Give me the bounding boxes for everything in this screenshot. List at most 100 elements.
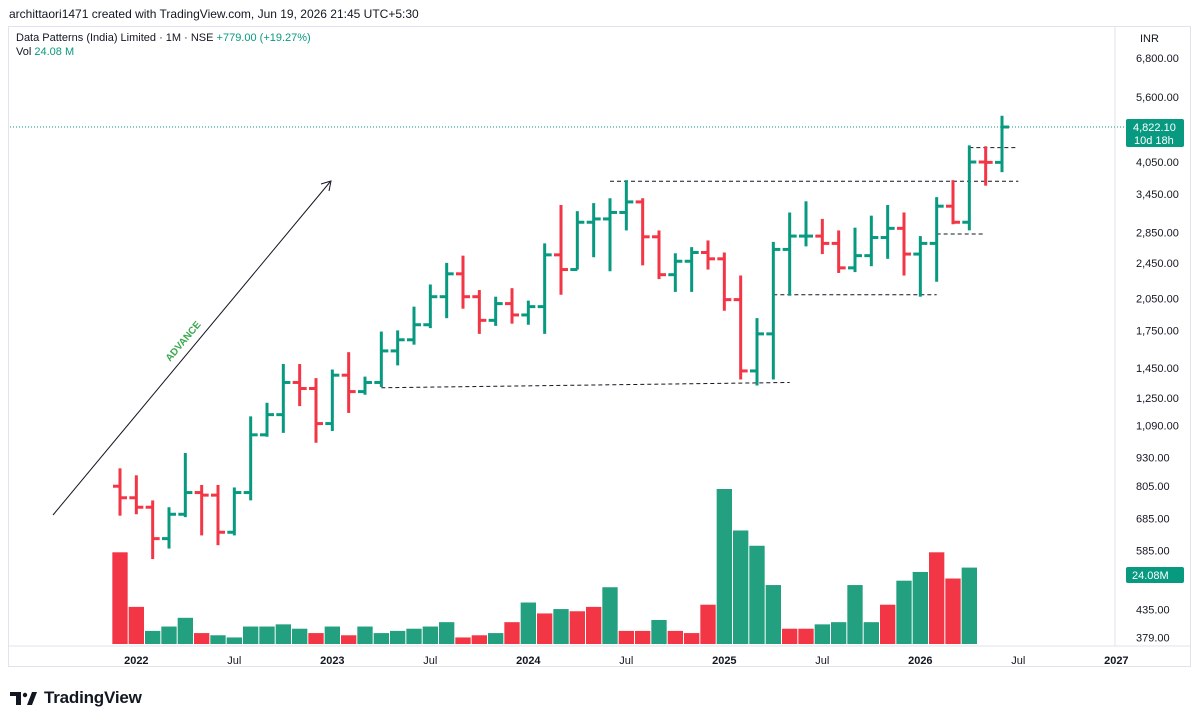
ohlc-bar	[750, 318, 764, 386]
ohlc-bar	[913, 236, 928, 297]
volume-bar	[651, 619, 667, 644]
price-tick-label: 5,600.00	[1136, 92, 1179, 104]
advance-trendline	[52, 181, 331, 516]
ohlc-bar	[472, 290, 487, 334]
ohlc-bar	[178, 452, 193, 518]
time-tick-label: Jul	[423, 655, 437, 667]
volume-bar	[602, 587, 618, 644]
time-tick-label: 2022	[124, 655, 148, 667]
ohlc-bar	[848, 227, 862, 273]
ohlc-bar	[145, 500, 160, 560]
volume-bar	[455, 637, 471, 644]
volume-bar	[586, 606, 602, 644]
ohlc-bar	[635, 198, 650, 266]
volume-bar	[700, 604, 716, 644]
price-tick-label: 2,850.00	[1136, 228, 1179, 240]
price-tick-label: 4,050.00	[1136, 157, 1179, 169]
last-price-label: 4,822.10	[1133, 122, 1176, 134]
ohlc-bar	[684, 247, 699, 292]
volume-bar	[847, 585, 863, 644]
volume-label: 24.08M	[1132, 570, 1169, 582]
ohlc-bar	[946, 180, 960, 225]
ohlc-bar	[537, 243, 552, 334]
volume-bar	[308, 633, 324, 644]
volume-bar	[896, 580, 912, 644]
price-tick-label: 685.00	[1136, 514, 1170, 526]
time-tick-label: Jul	[1011, 655, 1025, 667]
volume-bar	[194, 633, 210, 644]
advance-arrowhead	[320, 180, 332, 192]
ohlc-bar	[374, 331, 389, 387]
volume-bar	[439, 622, 455, 644]
tradingview-footer: TradingView	[10, 688, 142, 708]
volume-bar	[422, 626, 438, 644]
ohlc-bar	[407, 306, 421, 345]
ohlc-bar	[309, 378, 323, 443]
ohlc-bar	[194, 484, 209, 536]
volume-bar	[275, 624, 291, 644]
volume-bar	[749, 545, 765, 644]
price-tick-label: 435.00	[1136, 605, 1170, 617]
ohlc-bar	[162, 507, 176, 549]
ohlc-bar	[717, 252, 732, 311]
price-tick-label: 2,050.00	[1136, 294, 1179, 306]
volume-bar	[863, 622, 879, 644]
volume-bar	[765, 585, 781, 644]
volume-bar	[961, 567, 977, 644]
ohlc-bar	[260, 402, 274, 437]
price-tick-label: 805.00	[1136, 481, 1170, 493]
ohlc-bar	[929, 197, 944, 282]
volume-bar	[292, 628, 308, 644]
ohlc-bar	[439, 262, 454, 319]
price-tick-label: 1,090.00	[1136, 420, 1179, 432]
volume-bar	[684, 633, 700, 644]
ohlc-bar	[880, 204, 895, 259]
chart-attribution: archittaori1471 created with TradingView…	[9, 7, 419, 21]
ohlc-bar	[358, 376, 372, 395]
volume-bar	[945, 578, 961, 644]
volume-bar	[733, 530, 749, 644]
ohlc-bar	[701, 240, 715, 270]
volume-bar	[504, 622, 520, 644]
time-tick-label: Jul	[815, 655, 829, 667]
price-tick-label: 1,450.00	[1136, 363, 1179, 375]
price-tick-label: 1,250.00	[1136, 393, 1179, 405]
ohlc-bar	[831, 230, 846, 273]
volume-bar	[798, 628, 814, 644]
ohlc-bar	[766, 241, 781, 380]
price-tick-label: 585.00	[1136, 545, 1170, 557]
volume-bar	[782, 628, 798, 644]
volume-bar	[831, 622, 847, 644]
ohlc-bar	[488, 296, 503, 326]
volume-bar	[553, 609, 569, 644]
volume-bar	[667, 630, 683, 644]
volume-bar	[128, 606, 144, 644]
price-tick-label: 930.00	[1136, 452, 1170, 464]
volume-bar	[357, 626, 373, 644]
ohlc-bar	[456, 255, 470, 309]
ohlc-bar	[129, 475, 144, 515]
price-tick-label: 1,750.00	[1136, 325, 1179, 337]
ohlc-bar	[227, 487, 242, 536]
ohlc-bar	[505, 288, 519, 324]
chart-frame	[8, 26, 1191, 667]
ohlc-bar	[276, 364, 291, 433]
ohlc-bar	[995, 115, 1009, 173]
price-tick-label: 3,450.00	[1136, 189, 1179, 201]
volume-bar	[259, 626, 275, 644]
ohlc-bar	[799, 201, 813, 247]
ohlc-bar	[211, 484, 225, 546]
volume-bar	[471, 635, 487, 644]
volume-bar	[177, 617, 193, 644]
ohlc-bar	[586, 203, 601, 258]
volume-bar	[716, 489, 732, 644]
ohlc-bar	[668, 253, 683, 292]
ohlc-bar	[243, 416, 258, 501]
time-tick-label: 2026	[908, 655, 932, 667]
time-tick-label: 2023	[320, 655, 344, 667]
countdown-label: 10d 18h	[1134, 135, 1174, 147]
volume-bar	[520, 602, 536, 644]
ohlc-bar	[864, 215, 879, 267]
volume-bar	[880, 604, 896, 644]
